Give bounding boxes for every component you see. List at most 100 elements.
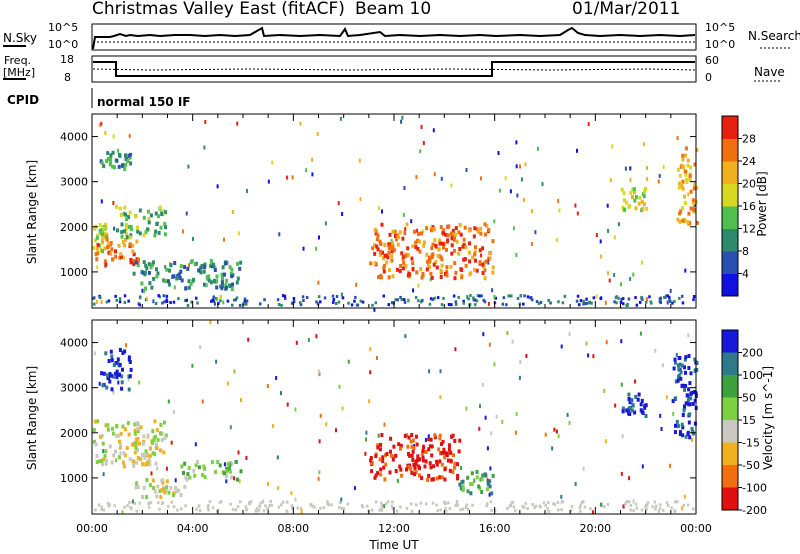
velocity-echo-cell [683, 357, 687, 362]
power-echo-cell [120, 230, 124, 235]
velocity-ground-cell [258, 504, 261, 508]
velocity-scatter-cell [600, 502, 602, 507]
velocity-colorbar-tick-label: 100 [742, 369, 763, 382]
velocity-echo-cell [186, 472, 190, 477]
power-ground-cell [138, 303, 141, 307]
velocity-echo-cell [147, 457, 151, 461]
velocity-echo-cell [693, 390, 696, 394]
power-echo-cell [117, 164, 121, 169]
power-echo-cell [150, 285, 154, 290]
power-scatter-cell [556, 238, 559, 242]
power-echo-cell [132, 252, 136, 257]
freq-label-line2: [MHz] [3, 66, 35, 79]
power-echo-cell [236, 276, 240, 281]
velocity-scatter-cell [628, 476, 631, 481]
power-ground-cell [394, 298, 397, 302]
velocity-echo-cell [410, 470, 414, 475]
power-ground-cell [563, 294, 567, 298]
velocity-scatter-cell [233, 369, 236, 374]
power-ground-cell [475, 299, 479, 303]
cpid-value: normal 150 IF [97, 95, 191, 109]
velocity-ground-cell [659, 503, 662, 507]
power-echo-cell [689, 165, 693, 170]
power-ground-cell [526, 295, 530, 299]
power-scatter-cell [587, 122, 590, 127]
velocity-echo-cell [128, 374, 132, 379]
velocity-echo-cell [115, 424, 119, 429]
power-echo-cell [446, 238, 450, 243]
velocity-ground-cell [327, 503, 331, 507]
power-ground-cell [537, 301, 541, 305]
power-scatter-cell [646, 297, 648, 302]
power-echo-cell [393, 229, 397, 234]
velocity-scatter-cell [383, 422, 386, 427]
velocity-echo-cell [151, 451, 155, 456]
velocity-scatter-cell [156, 466, 159, 471]
power-echo-cell [157, 214, 160, 219]
power-echo-cell [404, 253, 408, 258]
power-scatter-cell [316, 132, 319, 136]
power-ground-cell [467, 297, 470, 301]
power-echo-cell [628, 204, 632, 209]
power-scatter-cell [440, 176, 443, 181]
power-ground-cell [118, 300, 122, 304]
velocity-echo-cell [379, 467, 383, 472]
power-scatter-cell [317, 280, 320, 285]
velocity-ground-cell [207, 508, 210, 512]
velocity-echo-cell [136, 436, 140, 441]
power-echo-cell [399, 264, 403, 268]
velocity-scatter-cell [672, 412, 675, 416]
velocity-echo-cell [148, 454, 152, 459]
velocity-echo-cell [95, 460, 99, 465]
velocity-echo-cell [383, 477, 387, 482]
velocity-colorbar-tick-label: -15 [742, 437, 760, 450]
power-echo-cell [118, 206, 122, 211]
velocity-ground-cell [606, 503, 610, 506]
velocity-echo-cell [161, 480, 165, 485]
velocity-ground-cell [339, 500, 342, 504]
power-ground-cell [169, 301, 172, 305]
power-echo-cell [116, 228, 119, 233]
power-echo-cell [434, 243, 438, 248]
power-scatter-cell [96, 265, 99, 270]
velocity-ground-cell [138, 501, 141, 505]
power-ground-cell [99, 296, 102, 300]
power-ground-cell [681, 294, 684, 298]
power-echo-cell [685, 177, 689, 182]
velocity-ground-cell [533, 506, 536, 510]
power-echo-cell [164, 210, 168, 215]
velocity-echo-cell [222, 471, 226, 476]
power-ground-cell [387, 303, 390, 307]
velocity-echo-cell [418, 457, 421, 462]
velocity-scatter-cell [172, 409, 175, 414]
power-scatter-cell [576, 211, 579, 216]
power-echo-cell [679, 209, 683, 214]
power-ground-cell [161, 301, 164, 305]
power-echo-cell [383, 243, 387, 247]
velocity-echo-cell [101, 441, 105, 446]
power-ground-cell [547, 298, 550, 302]
power-ground-cell [396, 298, 399, 302]
power-echo-cell [686, 220, 690, 225]
power-echo-cell [212, 278, 216, 283]
velocity-scatter-cell [335, 428, 337, 433]
velocity-echo-cell [461, 479, 465, 484]
velocity-echo-cell [154, 461, 158, 466]
power-echo-cell [438, 241, 442, 246]
velocity-echo-cell [443, 450, 446, 455]
power-ground-cell [115, 298, 118, 302]
velocity-echo-cell [440, 442, 443, 446]
power-echo-cell [144, 230, 148, 235]
power-echo-cell [473, 226, 477, 231]
velocity-scatter-cell [465, 406, 468, 411]
power-echo-cell [138, 231, 142, 236]
velocity-echo-cell [466, 489, 470, 494]
velocity-scatter-cell [687, 333, 690, 338]
power-echo-cell [411, 261, 415, 266]
velocity-echo-cell [160, 438, 164, 443]
power-echo-cell [401, 236, 405, 241]
power-ground-cell [214, 296, 217, 300]
power-echo-cell [101, 232, 104, 237]
power-echo-cell [382, 269, 386, 274]
